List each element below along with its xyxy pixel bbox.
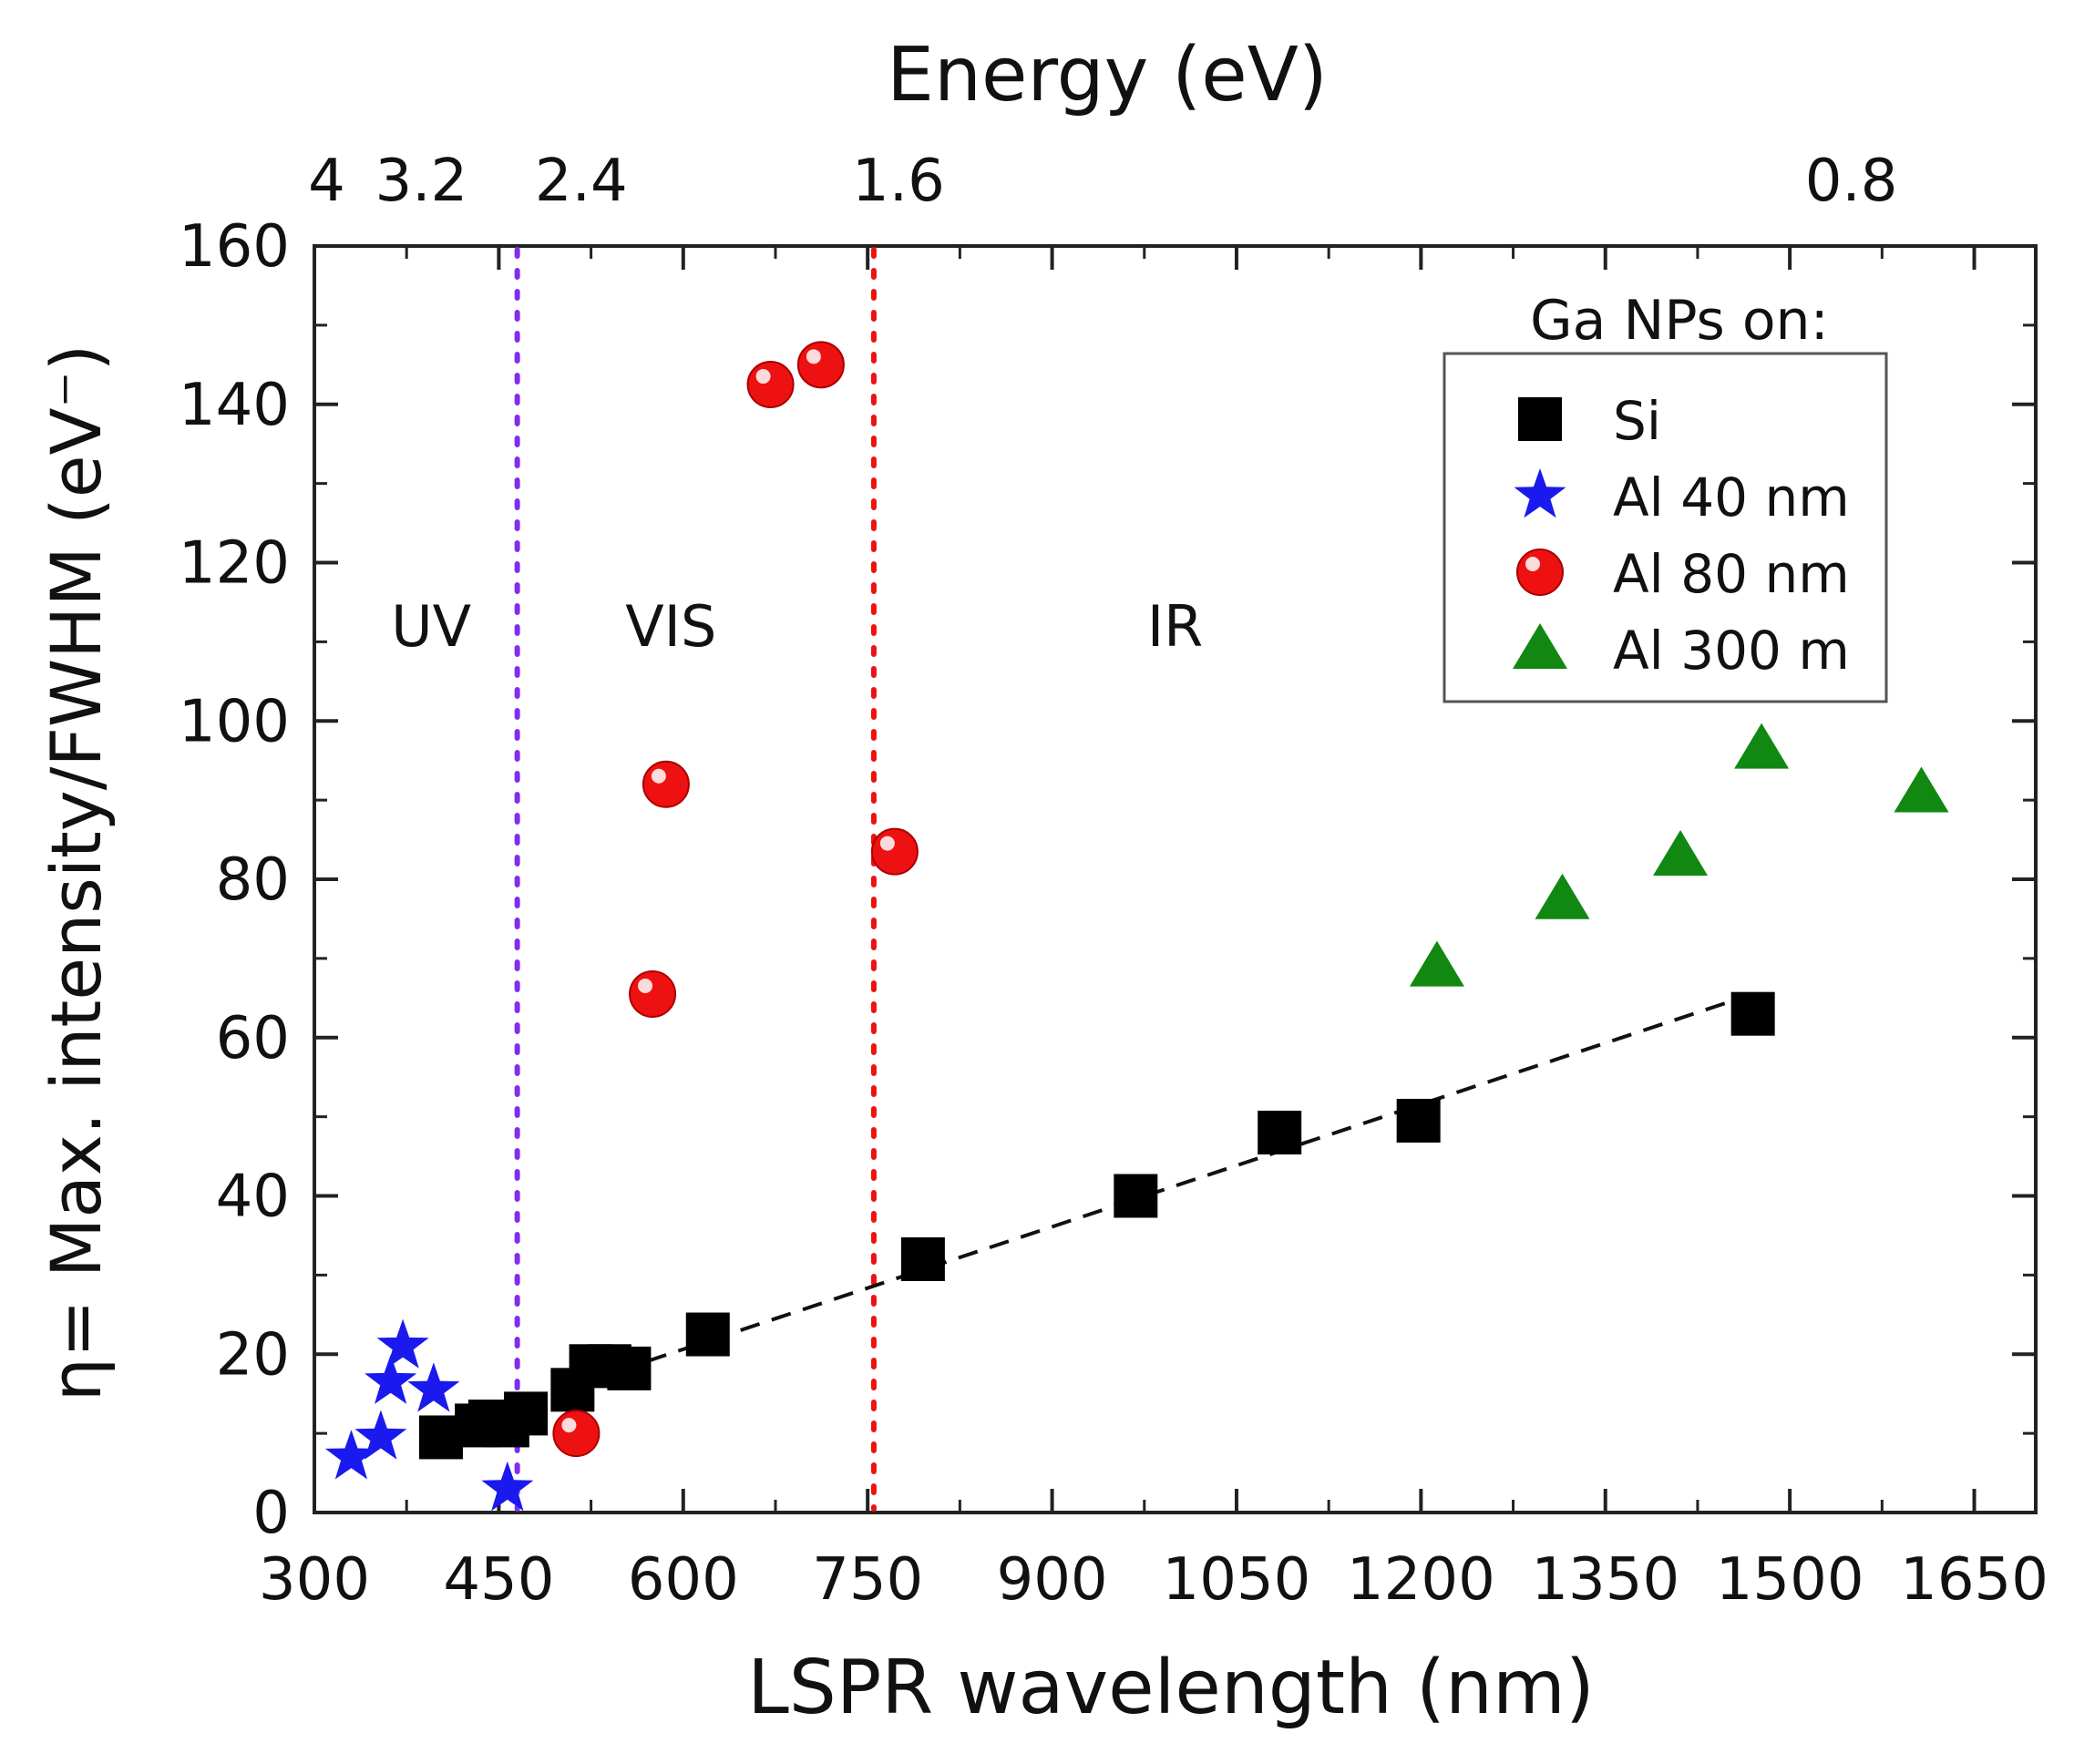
x-tick-label: 450 <box>443 1546 554 1614</box>
si-fit-line <box>584 992 1754 1384</box>
legend-label: Al 80 nm <box>1613 543 1850 605</box>
point-al-40-nm <box>481 1461 534 1512</box>
top-tick-label: 0.8 <box>1805 148 1898 215</box>
x-tick-label: 900 <box>996 1546 1107 1614</box>
x-tick-label: 750 <box>812 1546 923 1614</box>
circle-body <box>642 760 690 808</box>
legend-marker-al-300-m <box>1513 623 1567 669</box>
circle-highlight <box>879 836 895 851</box>
point-al-300-m <box>1409 940 1464 987</box>
legend-label: Al 300 m <box>1613 620 1850 682</box>
y-tick-label: 80 <box>216 846 290 914</box>
point-al-40-nm <box>324 1430 377 1480</box>
y-tick-label: 20 <box>216 1321 290 1389</box>
y-tick-label: 60 <box>216 1005 290 1072</box>
top-tick-labels: 4 3.2 2.4 1.6 0.8 <box>308 148 1897 215</box>
circle-highlight <box>806 349 821 364</box>
legend-label: Al 40 nm <box>1613 467 1850 528</box>
y-tick-label: 0 <box>252 1480 290 1547</box>
x-tick-labels: 300 450 600 750 900 1050 1200 1350 1500 1650 <box>259 1546 2048 1614</box>
legend-title: Ga NPs on: <box>1530 289 1829 353</box>
circle-highlight <box>755 369 771 385</box>
x-tick-label: 300 <box>259 1546 370 1614</box>
circle-highlight <box>651 768 666 784</box>
x-axis-title: LSPR wavelength (nm) <box>747 1645 1595 1731</box>
point-al-300-m <box>1894 766 1949 813</box>
circle-body <box>629 969 677 1018</box>
point-si <box>504 1391 549 1436</box>
legend-marker-al-80-nm <box>1516 549 1564 596</box>
circle-body <box>870 827 919 876</box>
region-label: UV <box>391 593 471 660</box>
point-al-80-nm <box>870 827 919 876</box>
point-al-300-m <box>1734 723 1790 769</box>
top-tick-label: 3.2 <box>375 148 467 215</box>
point-al-40-nm <box>354 1410 407 1460</box>
point-al-80-nm <box>552 1410 601 1458</box>
legend: Si Al 40 nm Al 80 nm Al 300 m <box>1513 390 1850 682</box>
region-divider-lines <box>514 247 877 1512</box>
circle-body <box>1516 549 1564 596</box>
point-al-40-nm <box>364 1354 417 1404</box>
circle-highlight <box>561 1418 577 1433</box>
point-al-80-nm <box>642 760 690 808</box>
y-tick-label: 120 <box>179 530 290 598</box>
point-al-300-m <box>1653 829 1709 876</box>
point-si <box>607 1346 652 1390</box>
point-si <box>1396 1098 1441 1143</box>
legend-box <box>1443 352 1888 703</box>
circle-highlight <box>1525 557 1540 571</box>
y-tick-label: 160 <box>179 213 290 281</box>
region-label: IR <box>1147 593 1203 660</box>
y-tick-label: 140 <box>179 372 290 439</box>
legend-marker-si <box>1518 397 1562 441</box>
point-si <box>685 1312 730 1357</box>
x-tick-label: 1650 <box>1900 1546 2048 1614</box>
point-al-40-nm <box>407 1362 460 1412</box>
top-axis-title: Energy (eV) <box>887 32 1328 118</box>
point-si <box>1114 1174 1158 1218</box>
point-si <box>1730 991 1775 1036</box>
point-si <box>900 1237 945 1281</box>
circle-highlight <box>638 978 653 993</box>
point-al-80-nm <box>796 341 845 389</box>
legend-label: Si <box>1613 390 1661 452</box>
x-tick-label: 600 <box>628 1546 739 1614</box>
circle-body <box>746 361 795 409</box>
y-axis-title: η= Max. intensity/FWHM (eV⁻) <box>36 344 117 1401</box>
legend-marker-al-40-nm <box>1514 468 1566 518</box>
circle-body <box>552 1410 601 1458</box>
data-points <box>324 341 1949 1512</box>
circle-body <box>796 341 845 389</box>
top-tick-label: 2.4 <box>535 148 628 215</box>
point-al-40-nm <box>376 1318 429 1369</box>
x-tick-label: 1350 <box>1531 1546 1679 1614</box>
top-tick-label: 4 <box>308 148 345 215</box>
x-tick-label: 1200 <box>1347 1546 1495 1614</box>
y-tick-label: 100 <box>179 688 290 755</box>
region-labels: UV VIS IR <box>391 593 1203 660</box>
top-tick-label: 1.6 <box>852 148 945 215</box>
y-tick-labels: 0 20 40 60 80 100 120 140 160 <box>179 213 290 1547</box>
x-tick-label: 1050 <box>1163 1546 1311 1614</box>
y-tick-label: 40 <box>216 1164 290 1231</box>
x-tick-label: 1500 <box>1716 1546 1864 1614</box>
axis-ticks <box>313 244 2036 1514</box>
point-si <box>1258 1111 1302 1154</box>
point-al-300-m <box>1535 873 1590 919</box>
point-al-80-nm <box>746 361 795 409</box>
point-al-80-nm <box>629 969 677 1018</box>
region-label: VIS <box>625 593 716 660</box>
